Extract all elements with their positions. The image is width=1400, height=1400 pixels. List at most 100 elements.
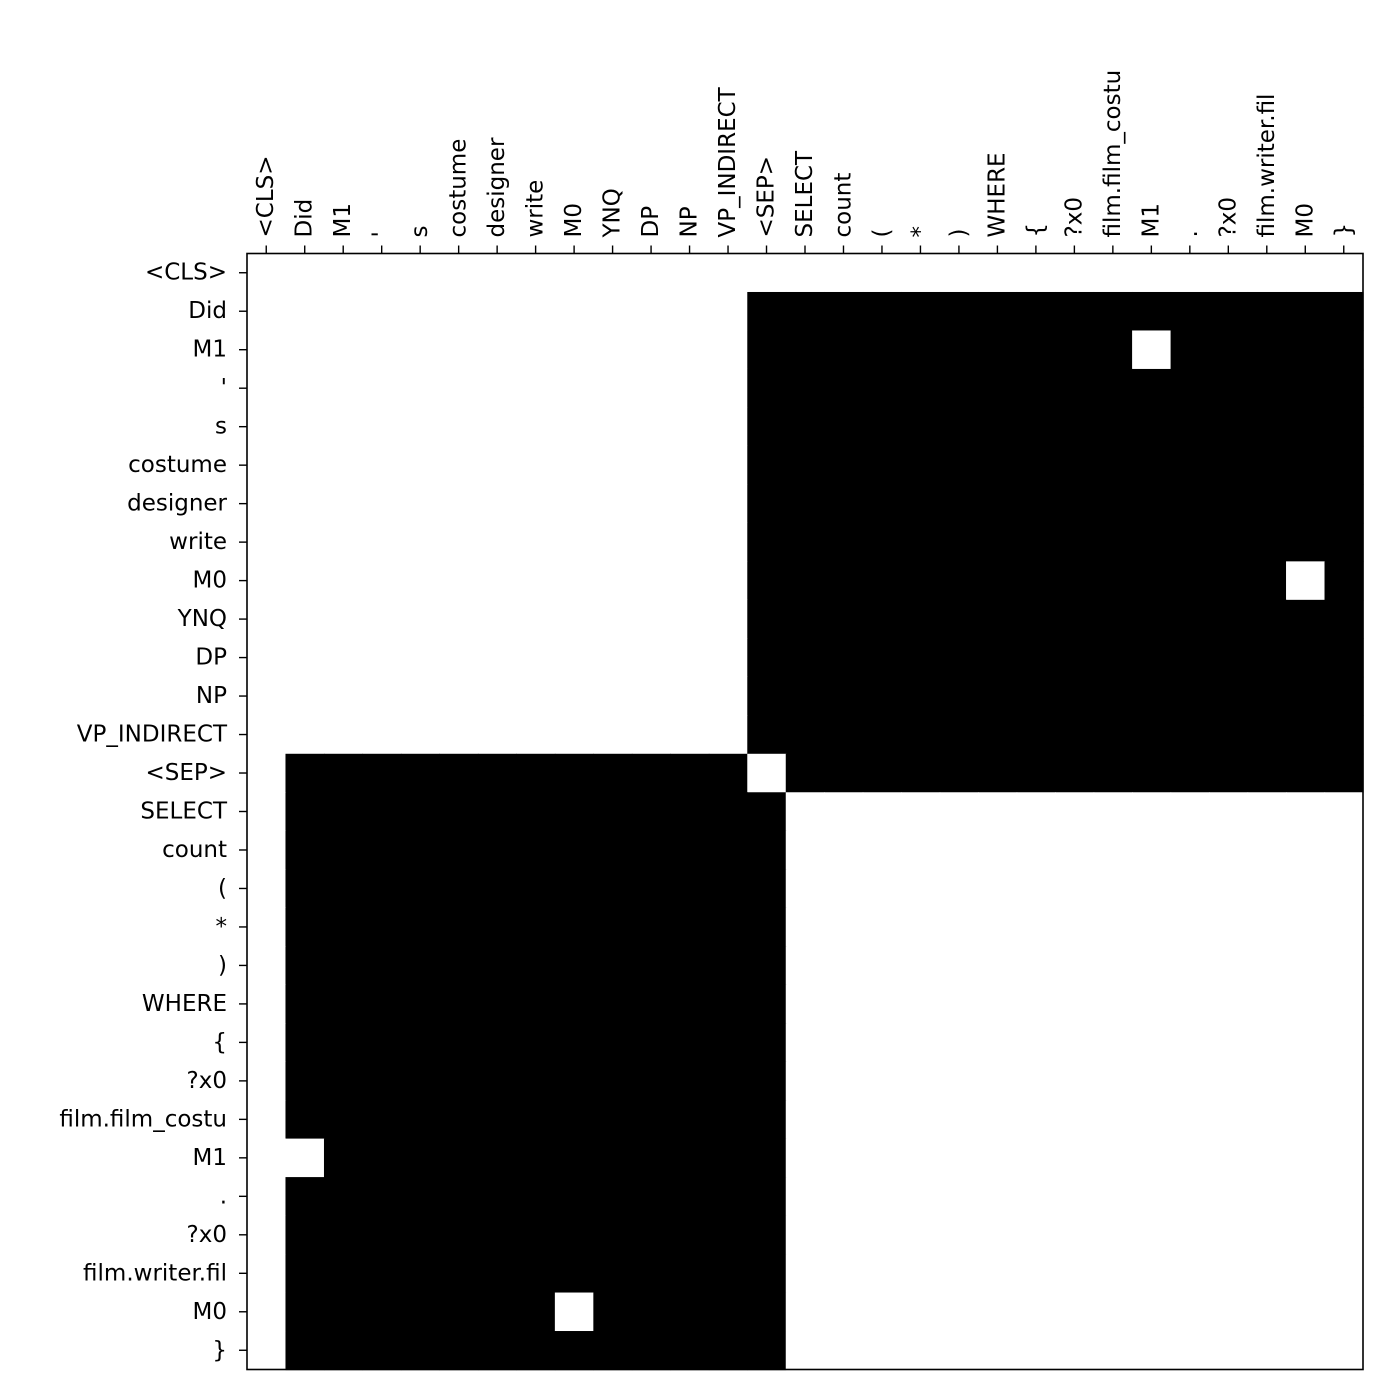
heatmap-cell-r15-c5 xyxy=(439,830,479,870)
heatmap-cell-r23-c13 xyxy=(747,1138,787,1178)
heatmap-cell-r9-c9 xyxy=(593,599,633,639)
heatmap-cell-r28-c3 xyxy=(362,1331,402,1371)
heatmap-cell-r21-c19 xyxy=(978,1061,1018,1101)
heatmap-cell-r15-c26 xyxy=(1247,830,1287,870)
heatmap-cell-r18-c23 xyxy=(1132,946,1172,986)
heatmap-cell-r10-c20 xyxy=(1016,638,1056,678)
heatmap-cell-r13-c10 xyxy=(631,753,671,793)
heatmap-cell-r26-c27 xyxy=(1286,1254,1326,1294)
heatmap-cell-r19-c15 xyxy=(824,984,864,1024)
heatmap-cell-r2-c5 xyxy=(439,330,479,370)
heatmap-cell-r21-c7 xyxy=(516,1061,556,1101)
heatmap-cell-r18-c8 xyxy=(554,946,594,986)
heatmap-cell-r4-c26 xyxy=(1247,407,1287,447)
x-tick-label: <CLS> xyxy=(253,155,279,237)
heatmap-cell-r14-c28 xyxy=(1324,792,1364,832)
heatmap-cell-r25-c3 xyxy=(362,1215,402,1255)
heatmap-cell-r19-c4 xyxy=(400,984,441,1024)
heatmap-cell-r1-c8 xyxy=(554,291,594,332)
heatmap-cell-r13-c2 xyxy=(323,753,364,793)
heatmap-cell-r6-c13 xyxy=(747,484,787,524)
heatmap-cell-r28-c17 xyxy=(901,1331,941,1371)
heatmap-cell-r16-c8 xyxy=(554,869,594,909)
heatmap-cell-r19-c9 xyxy=(593,984,633,1024)
heatmap-cell-r23-c25 xyxy=(1209,1138,1249,1178)
heatmap-cell-r12-c23 xyxy=(1132,715,1172,755)
heatmap-cell-r22-c21 xyxy=(1055,1100,1095,1140)
heatmap-cell-r2-c11 xyxy=(670,330,710,370)
heatmap-cell-r10-c22 xyxy=(1093,638,1133,678)
heatmap-cell-r23-c22 xyxy=(1093,1138,1133,1178)
heatmap-cell-r6-c17 xyxy=(901,484,941,524)
y-tick-label: * xyxy=(216,914,228,940)
heatmap-cell-r22-c6 xyxy=(477,1100,517,1140)
heatmap-cell-r27-c6 xyxy=(477,1292,517,1332)
heatmap-cell-r22-c10 xyxy=(631,1100,671,1140)
heatmap-cell-r23-c15 xyxy=(824,1138,864,1178)
heatmap-cell-r3-c25 xyxy=(1209,368,1249,409)
heatmap-cell-r25-c12 xyxy=(708,1215,748,1255)
heatmap-cell-r19-c1 xyxy=(285,984,325,1024)
heatmap-cell-r23-c10 xyxy=(631,1138,671,1178)
heatmap-cell-r20-c19 xyxy=(978,1023,1018,1063)
heatmap-cell-r16-c27 xyxy=(1286,869,1326,909)
heatmap-cell-r28-c23 xyxy=(1132,1331,1172,1371)
heatmap-cell-r13-c19 xyxy=(978,753,1018,793)
heatmap-cell-r10-c0 xyxy=(247,638,287,678)
heatmap-cell-r4-c2 xyxy=(323,407,364,447)
heatmap-cell-r24-c12 xyxy=(708,1177,748,1217)
heatmap-cell-r25-c18 xyxy=(939,1215,979,1255)
heatmap-cell-r15-c13 xyxy=(747,830,787,870)
heatmap-cell-r23-c23 xyxy=(1132,1138,1172,1178)
x-tick-label: * xyxy=(907,226,933,238)
heatmap-cell-r18-c27 xyxy=(1286,946,1326,986)
heatmap-cell-r5-c2 xyxy=(323,445,364,485)
heatmap-cell-r23-c21 xyxy=(1055,1138,1095,1178)
heatmap-cell-r0-c18 xyxy=(939,253,979,293)
heatmap-cell-r17-c18 xyxy=(939,907,979,947)
heatmap-cell-r12-c19 xyxy=(978,715,1018,755)
heatmap-cell-r4-c5 xyxy=(439,407,479,447)
heatmap-cell-r26-c20 xyxy=(1016,1254,1056,1294)
heatmap-cell-r17-c8 xyxy=(554,907,594,947)
heatmap-cell-r18-c22 xyxy=(1093,946,1133,986)
heatmap-cell-r14-c13 xyxy=(747,792,787,832)
heatmap-cell-r4-c19 xyxy=(978,407,1018,447)
heatmap-cell-r27-c2 xyxy=(323,1292,364,1332)
heatmap-cell-r5-c23 xyxy=(1132,445,1172,485)
heatmap-cell-r1-c3 xyxy=(362,291,402,332)
heatmap-cell-r11-c1 xyxy=(285,676,325,716)
heatmap-cell-r1-c20 xyxy=(1016,291,1056,332)
heatmap-cell-r10-c18 xyxy=(939,638,979,678)
heatmap-cell-r27-c13 xyxy=(747,1292,787,1332)
heatmap-cell-r14-c11 xyxy=(670,792,710,832)
heatmap-cell-r26-c3 xyxy=(362,1254,402,1294)
heatmap-cell-r21-c20 xyxy=(1016,1061,1056,1101)
heatmap-cell-r23-c18 xyxy=(939,1138,979,1178)
heatmap-cell-r25-c28 xyxy=(1324,1215,1364,1255)
heatmap-cell-r21-c0 xyxy=(247,1061,287,1101)
heatmap-cell-r12-c1 xyxy=(285,715,325,755)
heatmap-cell-r24-c23 xyxy=(1132,1177,1172,1217)
heatmap-cell-r13-c24 xyxy=(1170,753,1210,793)
heatmap-cell-r12-c17 xyxy=(901,715,941,755)
heatmap-cells xyxy=(247,253,1364,1371)
heatmap-cell-r23-c17 xyxy=(901,1138,941,1178)
heatmap-cell-r3-c1 xyxy=(285,368,325,409)
heatmap-cell-r0-c14 xyxy=(785,253,825,293)
heatmap-cell-r17-c0 xyxy=(247,907,287,947)
y-tick-label: M0 xyxy=(193,1299,227,1325)
x-tick-label: ' xyxy=(369,231,395,237)
heatmap-cell-r14-c17 xyxy=(901,792,941,832)
heatmap-cell-r1-c25 xyxy=(1209,291,1249,332)
heatmap-cell-r27-c23 xyxy=(1132,1292,1172,1332)
heatmap-cell-r17-c24 xyxy=(1170,907,1210,947)
heatmap-cell-r23-c14 xyxy=(785,1138,825,1178)
heatmap-cell-r23-c8 xyxy=(554,1138,594,1178)
heatmap-cell-r11-c28 xyxy=(1324,676,1364,716)
heatmap-cell-r10-c11 xyxy=(670,638,710,678)
heatmap-cell-r7-c3 xyxy=(362,522,402,562)
heatmap-cell-r12-c16 xyxy=(862,715,902,755)
heatmap-cell-r13-c7 xyxy=(516,753,556,793)
heatmap-cell-r3-c26 xyxy=(1247,368,1287,409)
